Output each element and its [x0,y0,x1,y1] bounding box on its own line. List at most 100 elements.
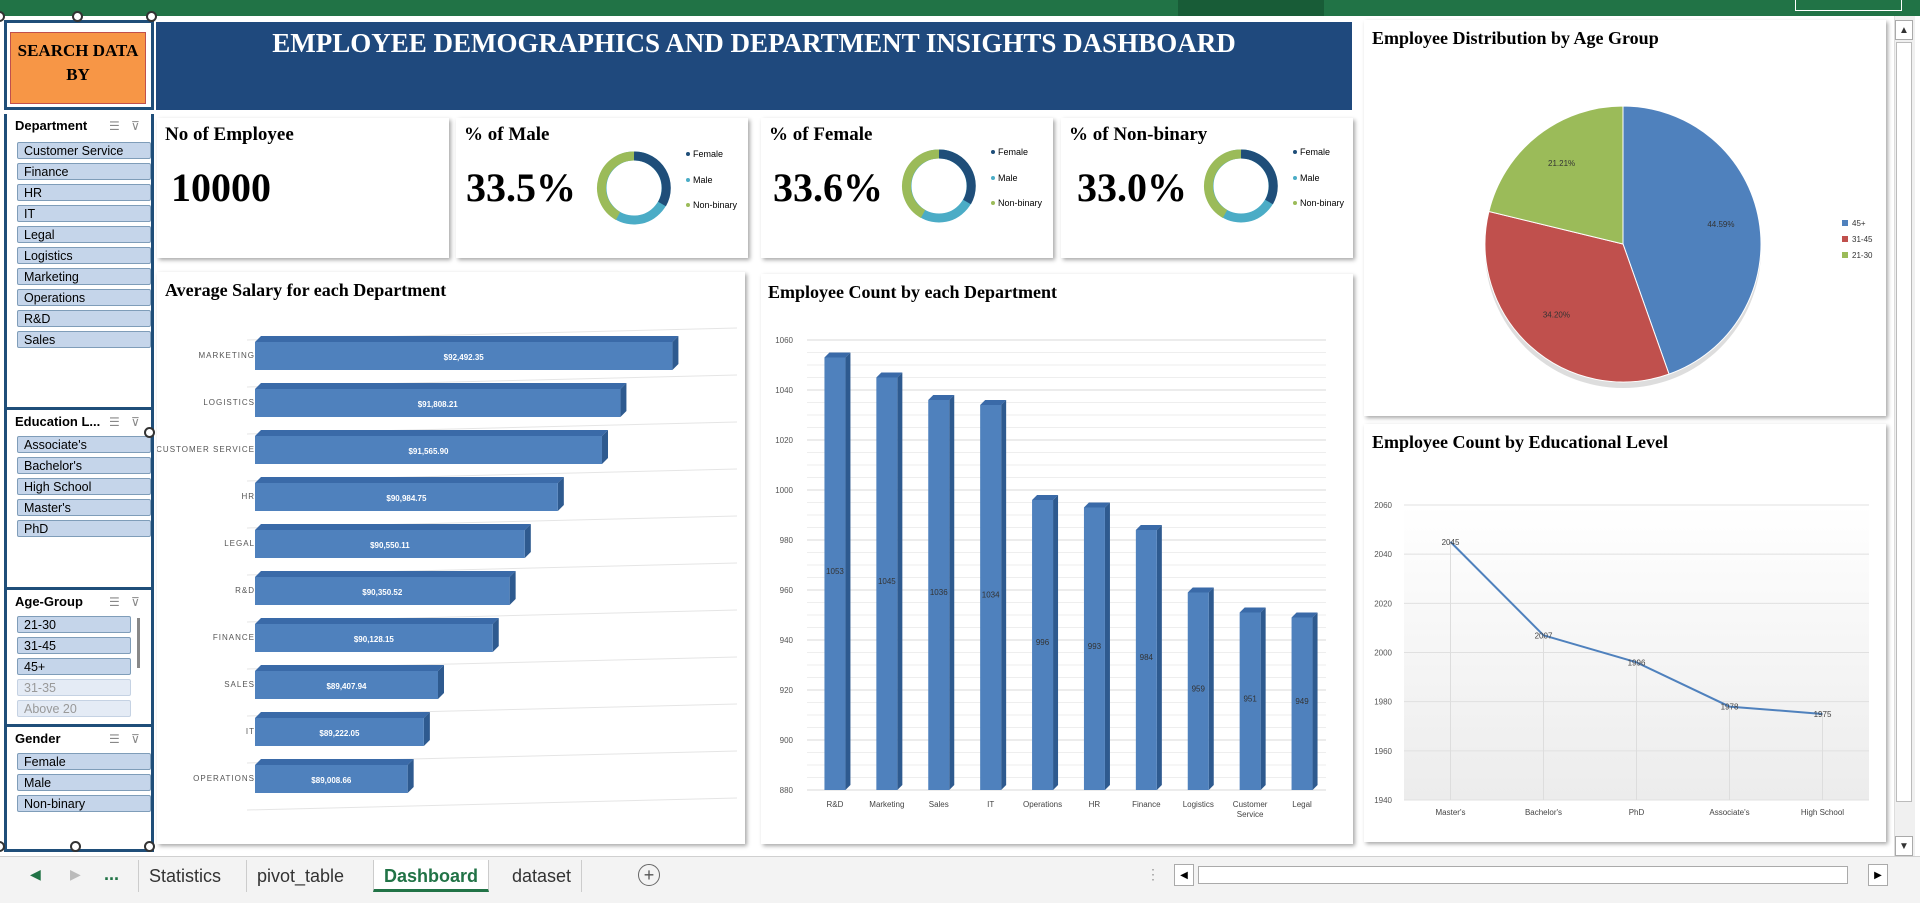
bar [255,530,525,558]
slicer-item-masters[interactable]: Master's [17,499,151,516]
x-tick-label: Master's [1436,808,1466,817]
legend-nonbinary: Non-binary [998,198,1043,208]
slicer-item-31-35[interactable]: 31-35 [17,679,131,696]
slicer-item-sales[interactable]: Sales [17,331,151,348]
donut-nonbinary-arc [1204,149,1242,218]
bar [255,671,439,699]
data-label: 1996 [1628,658,1646,667]
bar-side [1104,502,1110,790]
slicer-item-operations[interactable]: Operations [17,289,151,306]
tab-statistics[interactable]: Statistics [138,860,231,892]
clear-filter-icon[interactable]: ⊽ [131,732,140,746]
kpi-value: 33.5% [466,165,576,210]
slicer-item-45-plus[interactable]: 45+ [17,658,131,675]
clear-filter-icon[interactable]: ⊽ [131,415,140,429]
data-label: 2045 [1442,538,1460,547]
h-scroll-right-button[interactable]: ▶ [1868,864,1888,886]
x-tick-label: Sales [929,800,949,809]
resize-handle[interactable] [144,427,155,438]
resize-handle[interactable] [0,11,5,22]
legend-male: Male [998,173,1018,183]
legend-nonbinary: Non-binary [1300,198,1345,208]
slicer-item-31-45[interactable]: 31-45 [17,637,131,654]
scroll-up-button[interactable]: ▲ [1895,20,1913,40]
slicer-scrollbar[interactable] [137,618,140,668]
clear-filter-icon[interactable]: ⊽ [131,595,140,609]
avg-salary-chart-card: Average Salary for each Department MARKE… [157,272,745,844]
resize-handle[interactable] [72,11,83,22]
category-label: FINANCE [213,633,255,642]
x-tick-label: High School [1801,808,1844,817]
y-tick-label: 2040 [1374,550,1392,559]
slicer-item-finance[interactable]: Finance [17,163,151,180]
resize-handle[interactable] [0,841,5,852]
multi-select-icon[interactable]: ☰ [109,732,120,746]
x-tick-label: Operations [1023,800,1062,809]
bar-side [949,395,955,790]
kpi-value: 33.6% [773,165,883,210]
bar-side [524,524,531,558]
legend-female: Female [998,147,1028,157]
slicer-item-customer-service[interactable]: Customer Service [17,142,151,159]
slicer-title: Gender [15,731,61,746]
bar-side [1053,495,1059,790]
slicer-item-female[interactable]: Female [17,753,151,770]
x-tick-label: Finance [1132,800,1161,809]
pie-slice [1622,105,1762,375]
slicer-item-rnd[interactable]: R&D [17,310,151,327]
bar-top [876,372,903,378]
multi-select-icon[interactable]: ☰ [109,119,120,133]
ribbon-tab-active[interactable] [1178,0,1324,16]
chart-title: Employee Count by each Department [768,282,1057,302]
tab-next-icon[interactable]: ▶ [70,866,81,882]
resize-handle[interactable] [144,841,155,852]
multi-select-icon[interactable]: ☰ [109,595,120,609]
gender-donut-chart: Female Male Non-binary [902,147,1043,223]
horizontal-scrollbar[interactable] [1198,866,1848,884]
slicer-item-male[interactable]: Male [17,774,151,791]
clear-filter-icon[interactable]: ⊽ [131,119,140,133]
slicer-item-hr[interactable]: HR [17,184,151,201]
add-sheet-button[interactable]: + [638,864,660,886]
slicer-item-legal[interactable]: Legal [17,226,151,243]
bar-side [897,372,903,790]
bar [1135,530,1157,790]
slicer-item-phd[interactable]: PhD [17,520,151,537]
slicer-item-associates[interactable]: Associate's [17,436,151,453]
h-scroll-left-button[interactable]: ◀ [1174,864,1194,886]
tab-dashboard[interactable]: Dashboard [373,860,490,892]
x-tick-label: Logistics [1183,800,1214,809]
share-button[interactable] [1795,0,1902,11]
tab-pivot-table[interactable]: pivot_table [246,860,354,892]
data-label: 1034 [982,591,1000,600]
slicer-item-above-20[interactable]: Above 20 [17,700,131,717]
tab-dataset[interactable]: dataset [502,860,583,892]
bar-top [255,430,609,436]
slicer-item-it[interactable]: IT [17,205,151,222]
data-label: 993 [1088,642,1102,651]
bar [255,624,493,652]
y-tick-label: 1020 [775,436,793,445]
data-label: $89,008.66 [311,776,352,785]
y-tick-label: 1000 [775,486,793,495]
donut-female-arc [938,149,976,205]
slicer-item-bachelors[interactable]: Bachelor's [17,457,151,474]
y-tick-label: 1940 [1374,796,1392,805]
multi-select-icon[interactable]: ☰ [109,415,120,429]
resize-handle[interactable] [146,11,157,22]
slicer-item-non-binary[interactable]: Non-binary [17,795,151,812]
slicer-item-logistics[interactable]: Logistics [17,247,151,264]
bar [1187,592,1209,790]
y-tick-label: 2000 [1374,649,1392,658]
slicer-item-marketing[interactable]: Marketing [17,268,151,285]
scroll-thumb[interactable] [1896,42,1912,802]
tab-prev-icon[interactable]: ◀ [30,866,41,882]
data-label: 1053 [826,567,844,576]
resize-handle[interactable] [70,841,81,852]
bar-side [1208,587,1214,790]
tab-splitter-icon[interactable]: ⋮ [1146,866,1160,882]
slicer-item-21-30[interactable]: 21-30 [17,616,131,633]
scroll-down-button[interactable]: ▼ [1895,836,1913,856]
slicer-item-high-school[interactable]: High School [17,478,151,495]
tab-ellipsis[interactable]: ... [104,864,120,884]
